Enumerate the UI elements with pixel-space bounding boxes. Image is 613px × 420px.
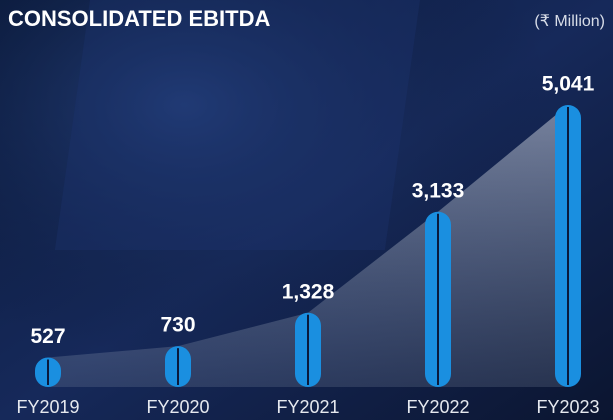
- x-tick-label: FY2022: [406, 397, 469, 417]
- chart-subtitle: (₹ Million): [534, 13, 605, 30]
- x-tick-label: FY2021: [276, 397, 339, 417]
- value-label: 1,328: [282, 280, 335, 303]
- x-tick-label: FY2023: [536, 397, 599, 417]
- value-label: 3,133: [412, 179, 465, 202]
- x-tick-label: FY2019: [16, 397, 79, 417]
- plot: 527 FY2019 730 FY2020 1,328 FY2021 3,133 FY2022…: [16, 73, 599, 417]
- value-label: 527: [30, 325, 65, 348]
- chart-title: CONSOLIDATED EBITDA: [8, 6, 270, 31]
- x-tick-label: FY2020: [146, 397, 209, 417]
- value-label: 730: [160, 314, 195, 337]
- value-label: 5,041: [542, 73, 595, 96]
- background-screen: [54, 0, 420, 250]
